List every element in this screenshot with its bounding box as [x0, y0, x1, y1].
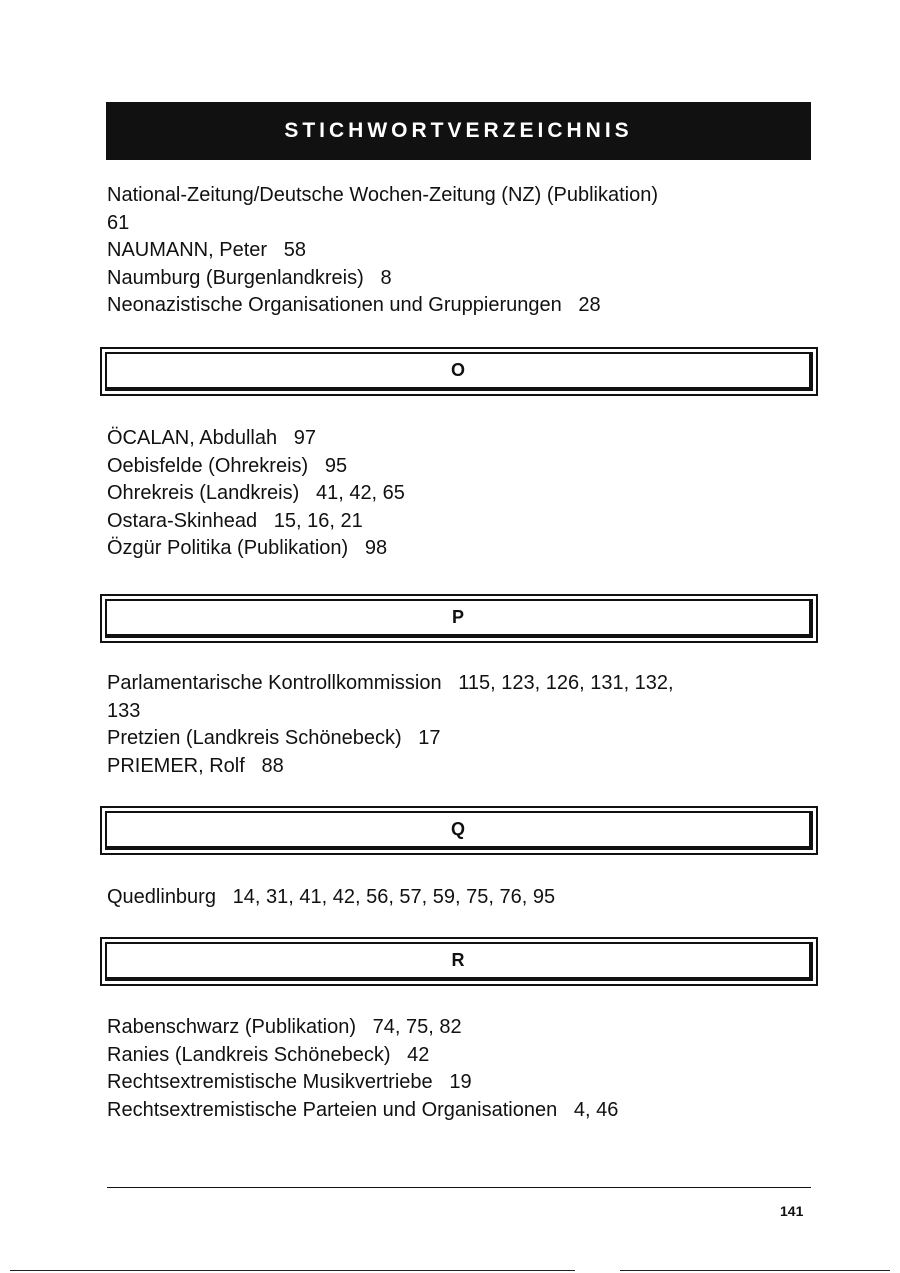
letter-heading-q: Q: [100, 806, 818, 855]
index-entry: Özgür Politika (Publikation) 98: [107, 537, 388, 559]
index-entry: Rechtsextremistische Parteien und Organi…: [107, 1098, 619, 1121]
index-entry: Rechtsextremistische Musikvertriebe 19: [107, 1071, 472, 1093]
index-entry: 61: [107, 211, 130, 234]
index-entry: National-Zeitung/Deutsche Wochen-Zeitung…: [107, 184, 658, 206]
bottom-edge-rule: [620, 1270, 890, 1271]
index-entry: 133: [107, 699, 141, 722]
letter-heading-r: R: [100, 937, 818, 986]
entries-n: National-Zeitung/Deutsche Wochen-Zeitung…: [107, 182, 827, 320]
letter-heading-o: O: [100, 347, 818, 396]
index-entry: Pretzien (Landkreis Schönebeck) 17: [107, 727, 441, 749]
index-entry: Naumburg (Burgenlandkreis) 8: [107, 266, 392, 289]
index-entry: Quedlinburg 14, 31, 41, 42, 56, 57, 59, …: [107, 886, 556, 908]
page-number: 141: [780, 1203, 804, 1219]
index-entry: Oebisfelde (Ohrekreis) 95: [107, 454, 348, 477]
footer-rule: [107, 1187, 811, 1188]
index-entry: PRIEMER, Rolf 88: [107, 754, 284, 777]
index-entry: Ranies (Landkreis Schönebeck) 42: [107, 1043, 430, 1066]
bottom-edge-rule: [10, 1270, 575, 1271]
letter-label: R: [451, 950, 465, 970]
index-entry: NAUMANN, Peter 58: [107, 239, 306, 261]
letter-label: P: [451, 607, 464, 627]
index-entry: ÖCALAN, Abdullah 97: [107, 427, 317, 449]
index-entry: Parlamentarische Kontrollkommission 115,…: [107, 672, 674, 694]
entries-r: Rabenschwarz (Publikation) 74, 75, 82 Ran…: [107, 1014, 827, 1124]
index-entry: Rabenschwarz (Publikation) 74, 75, 82: [107, 1016, 462, 1038]
letter-heading-p: P: [100, 594, 818, 643]
entries-q: Quedlinburg 14, 31, 41, 42, 56, 57, 59, …: [107, 884, 827, 912]
index-entry: Neonazistische Organisationen und Gruppi…: [107, 294, 601, 316]
index-title: STICHWORTVERZEICHNIS: [284, 119, 633, 142]
letter-label: Q: [450, 819, 465, 839]
entries-p: Parlamentarische Kontrollkommission 115,…: [107, 670, 827, 780]
letter-label: O: [450, 360, 465, 380]
entries-o: ÖCALAN, Abdullah 97 Oebisfelde (Ohrekreis…: [107, 425, 827, 563]
index-title-banner: STICHWORTVERZEICHNIS: [106, 102, 811, 160]
index-entry: Ostara-Skinhead 15, 16, 21: [107, 509, 363, 532]
index-entry: Ohrekreis (Landkreis) 41, 42, 65: [107, 482, 405, 504]
